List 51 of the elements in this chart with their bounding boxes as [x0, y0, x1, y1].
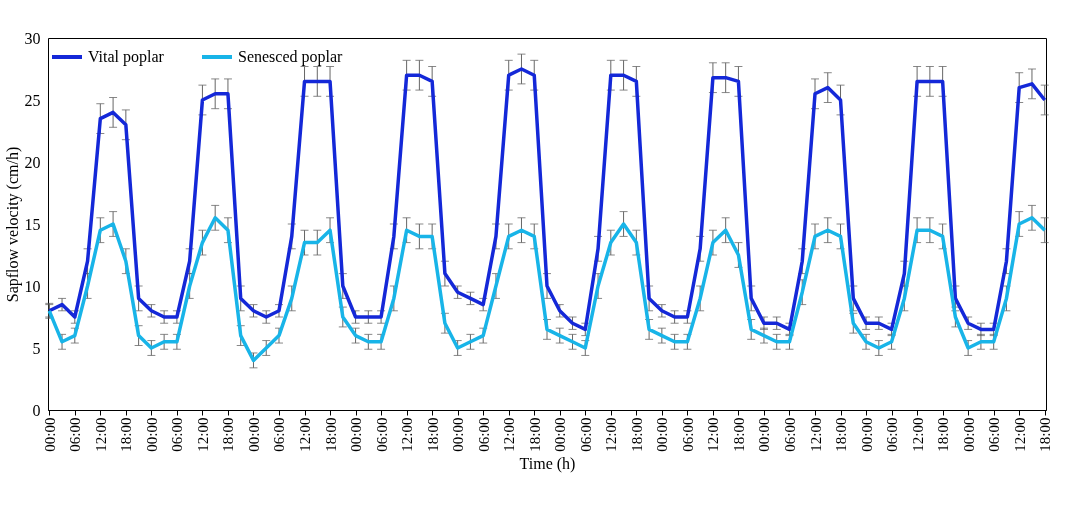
x-tick-label: 06:00: [679, 417, 696, 452]
x-tick-label: 00:00: [960, 417, 977, 452]
x-tick-label: 12:00: [399, 417, 416, 452]
x-tick-label: 12:00: [909, 417, 926, 452]
x-tick-label: 00:00: [143, 417, 160, 452]
x-tick-label: 06:00: [271, 417, 288, 452]
x-tick-label: 12:00: [807, 417, 824, 452]
y-tick-label: 15: [24, 215, 41, 233]
x-tick-label: 18:00: [526, 417, 543, 452]
x-tick-label: 12:00: [705, 417, 722, 452]
x-tick-label: 12:00: [501, 417, 518, 452]
x-tick-label: 18:00: [424, 417, 441, 452]
x-tick-label: 06:00: [475, 417, 492, 452]
x-tick-label: 18:00: [628, 417, 645, 452]
y-tick-label: 20: [24, 153, 41, 171]
x-tick-label: 18:00: [322, 417, 339, 452]
x-tick-label: 12:00: [92, 417, 109, 452]
x-tick-label: 00:00: [348, 417, 365, 452]
y-tick-label: 30: [24, 29, 41, 47]
y-tick-label: 0: [32, 401, 41, 419]
x-tick-label: 18:00: [220, 417, 237, 452]
x-tick-label: 00:00: [245, 417, 262, 452]
x-tick-label: 06:00: [577, 417, 594, 452]
x-tick-label: 00:00: [858, 417, 875, 452]
y-axis-title: Sapflow velocity (cm/h): [3, 146, 22, 303]
x-tick-label: 00:00: [41, 417, 58, 452]
legend-label: Vital poplar: [88, 48, 165, 66]
x-tick-label: 18:00: [833, 417, 850, 452]
legend-label: Senesced poplar: [238, 48, 344, 66]
x-tick-label: 12:00: [603, 417, 620, 452]
y-tick-label: 25: [24, 91, 41, 109]
x-tick-label: 00:00: [654, 417, 671, 452]
y-tick-label: 10: [24, 277, 41, 295]
x-tick-label: 06:00: [169, 417, 186, 452]
x-tick-label: 06:00: [373, 417, 390, 452]
x-axis-title: Time (h): [519, 454, 576, 473]
x-tick-label: 12:00: [194, 417, 211, 452]
x-tick-label: 18:00: [118, 417, 135, 452]
x-tick-label: 06:00: [986, 417, 1003, 452]
x-tick-label: 06:00: [781, 417, 798, 452]
x-tick-label: 18:00: [935, 417, 952, 452]
x-tick-label: 12:00: [297, 417, 314, 452]
x-tick-label: 06:00: [884, 417, 901, 452]
x-tick-label: 12:00: [1011, 417, 1028, 452]
x-tick-label: 00:00: [552, 417, 569, 452]
x-tick-label: 06:00: [67, 417, 84, 452]
y-tick-label: 5: [32, 339, 41, 357]
x-tick-label: 18:00: [730, 417, 747, 452]
x-tick-label: 00:00: [756, 417, 773, 452]
x-tick-label: 18:00: [1037, 417, 1054, 452]
x-tick-label: 00:00: [450, 417, 467, 452]
